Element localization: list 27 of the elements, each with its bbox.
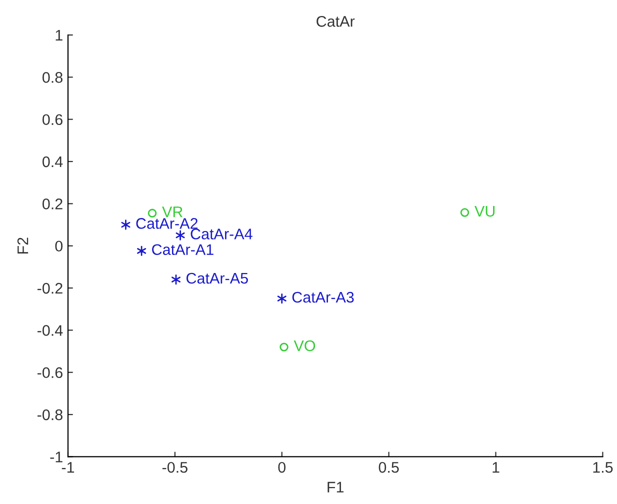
x-tick-label: 0.5 xyxy=(378,462,399,473)
data-label: VR xyxy=(162,206,183,218)
y-tick-label: 0.6 xyxy=(42,114,62,126)
data-label: VO xyxy=(294,340,316,352)
y-tick-label: 1 xyxy=(56,30,62,41)
data-label: CatAr-A4 xyxy=(190,228,252,240)
x-tick-label: 1 xyxy=(492,462,500,473)
x-tick-label: -0.5 xyxy=(162,462,188,473)
data-label: VU xyxy=(474,206,495,217)
data-label: CatAr-A2 xyxy=(136,218,198,229)
y-axis-title: F2 xyxy=(17,238,28,254)
y-tick-label: -0.2 xyxy=(37,282,62,294)
x-tick-label: 0 xyxy=(278,462,286,473)
y-tick-label: 0 xyxy=(55,240,63,252)
data-label: CatAr-A1 xyxy=(152,244,214,256)
data-label: CatAr-A3 xyxy=(292,292,354,303)
y-tick-label: -0.6 xyxy=(37,367,62,378)
y-tick-label: 0.8 xyxy=(42,72,62,83)
x-axis-title: F1 xyxy=(328,482,344,492)
chart-title: CatAr xyxy=(316,16,355,27)
y-tick-label: -0.8 xyxy=(37,409,62,420)
y-tick-label: 0.4 xyxy=(42,156,63,168)
x-tick-label: 1.5 xyxy=(593,462,613,473)
y-tick-label: -1 xyxy=(50,452,62,462)
y-tick-label: 0.2 xyxy=(42,198,62,210)
y-tick-label: -0.4 xyxy=(37,325,63,336)
data-label: CatAr-A5 xyxy=(186,272,248,284)
